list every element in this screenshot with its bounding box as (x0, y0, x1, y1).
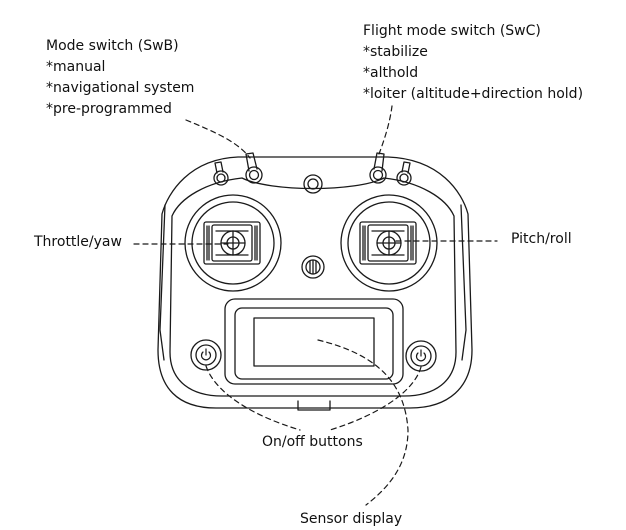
flight-mode-switch-swc (369, 152, 387, 184)
power-icon (415, 349, 427, 362)
mode-switch-label: Mode switch (SwB) *manual *navigational … (46, 36, 194, 120)
right-power-button (405, 340, 437, 372)
transmitter-body (157, 156, 473, 409)
flight-mode-option: *althold (363, 65, 419, 81)
right-switch-2 (396, 161, 412, 186)
mode-switch-title: Mode switch (SwB) (46, 38, 179, 54)
flight-mode-switch-label: Flight mode switch (SwC) *stabilize *alt… (363, 21, 583, 105)
onoff-leader-right (329, 366, 422, 431)
mode-switch-option: *pre-programmed (46, 101, 172, 117)
mode-switch-leader (185, 119, 251, 159)
sensor-display-leader (317, 339, 409, 506)
on-off-buttons-label: On/off buttons (262, 434, 363, 450)
flight-mode-option: *stabilize (363, 44, 428, 60)
flight-mode-leader (378, 105, 393, 155)
transmitter-bezel (169, 177, 457, 397)
flight-mode-option: *loiter (altitude+direction hold) (363, 86, 584, 102)
display-bezel (224, 298, 404, 385)
center-scroll-knob (301, 255, 325, 279)
sensor-display-label: Sensor display (300, 511, 403, 527)
mode-switch-swb (245, 152, 263, 184)
display-frame (234, 307, 394, 380)
mode-switch-option: *navigational system (46, 80, 195, 96)
mode-switch-option: *manual (46, 59, 106, 75)
pitch-roll-label: Pitch/roll (511, 231, 572, 247)
onoff-leader-left (205, 365, 301, 431)
flight-mode-title: Flight mode switch (SwC) (363, 23, 541, 39)
bottom-tab (297, 400, 331, 411)
left-power-button (190, 339, 222, 371)
right-grip (460, 204, 467, 361)
throttle-yaw-label: Throttle/yaw (34, 234, 122, 250)
left-gimbal (184, 194, 282, 292)
left-grip (159, 204, 166, 361)
power-icon (200, 348, 212, 361)
center-knob (303, 174, 323, 194)
right-gimbal (340, 194, 438, 292)
sensor-display-screen (253, 317, 375, 367)
left-switch-1 (213, 161, 229, 186)
